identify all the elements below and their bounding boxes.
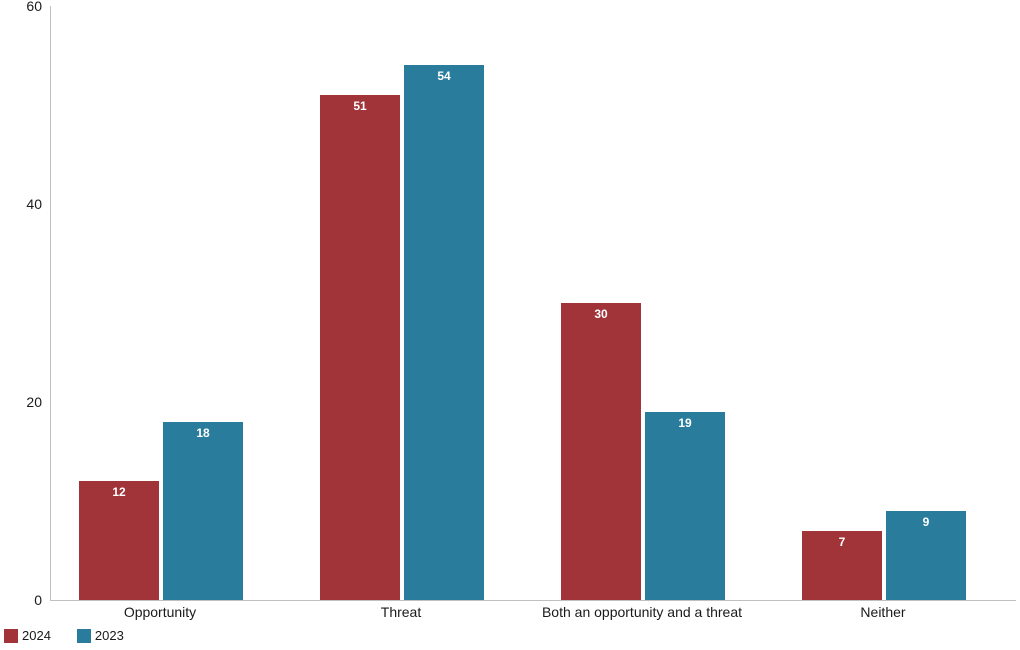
bar-value-label: 51 — [320, 99, 400, 113]
bar-value-label: 12 — [79, 485, 159, 499]
legend-swatch — [77, 629, 91, 643]
plot-area: 12 18 51 54 30 19 79 — [50, 6, 1016, 601]
bar-value-label: 30 — [561, 307, 641, 321]
bar-value-label: 19 — [645, 416, 725, 430]
bar-value-label: 18 — [163, 426, 243, 440]
bar: 30 — [561, 303, 641, 600]
bar: 12 — [79, 481, 159, 600]
y-tick-label: 20 — [0, 394, 42, 410]
bar: 54 — [404, 65, 484, 600]
legend-label: 2023 — [95, 628, 124, 643]
legend: 2024 2023 — [4, 628, 124, 643]
y-tick-label: 60 — [0, 0, 42, 14]
legend-item: 2024 — [4, 628, 51, 643]
legend-swatch — [4, 629, 18, 643]
chart-container: 12185154301979 0204060 OpportunityThreat… — [0, 0, 1020, 650]
bar-value-label: 9 — [886, 515, 966, 529]
y-tick-label: 40 — [0, 196, 42, 212]
legend-label: 2024 — [22, 628, 51, 643]
bar: 7 — [802, 531, 882, 600]
bar-value-label: 54 — [404, 69, 484, 83]
bar: 18 — [163, 422, 243, 600]
legend-item: 2023 — [77, 628, 124, 643]
bar-value-label: 7 — [802, 535, 882, 549]
x-category-label: Neither — [733, 604, 1020, 620]
bar: 19 — [645, 412, 725, 600]
bar: 9 — [886, 511, 966, 600]
bar: 51 — [320, 95, 400, 600]
